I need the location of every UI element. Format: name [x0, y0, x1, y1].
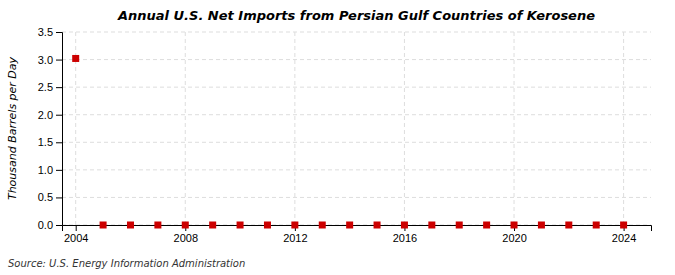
point — [620, 222, 627, 229]
tick-mark — [56, 115, 62, 116]
annotation: Source: U.S. Energy Information Administ… — [8, 258, 245, 269]
tick: 0.0 — [38, 219, 62, 231]
grid-line — [62, 32, 651, 33]
point — [428, 222, 435, 229]
tick-mark — [56, 32, 62, 33]
tick-label: 2012 — [283, 232, 307, 244]
grid-line — [623, 32, 624, 225]
tick: 3.5 — [38, 26, 62, 38]
point — [72, 55, 79, 62]
tick-mark — [56, 87, 62, 88]
grid-line — [62, 87, 651, 88]
tick-mark — [76, 225, 77, 231]
tick-label: 2.0 — [38, 109, 53, 121]
tick: 2.0 — [38, 109, 62, 121]
tick-mark — [56, 142, 62, 143]
point — [346, 222, 353, 229]
point — [374, 222, 381, 229]
tick: 1.0 — [38, 164, 62, 176]
tick-label: 2016 — [393, 232, 417, 244]
points — [72, 55, 627, 229]
grid-line — [404, 32, 405, 225]
grid-line — [62, 59, 651, 60]
tick-label: 3.0 — [38, 54, 53, 66]
tick-label: 2008 — [174, 232, 198, 244]
title: Annual U.S. Net Imports from Persian Gul… — [117, 8, 595, 23]
point — [565, 222, 572, 229]
axis-line — [56, 33, 63, 226]
tick-label: 1.0 — [38, 164, 53, 176]
point — [319, 222, 326, 229]
point — [237, 222, 244, 229]
point — [593, 222, 600, 229]
tick-label: 0.0 — [38, 219, 53, 231]
tick: 0.5 — [38, 191, 62, 203]
point — [264, 222, 271, 229]
y-axis-title: Thousand Barrels per Day — [6, 56, 19, 200]
tick: 2004 — [64, 225, 88, 244]
grid-line — [62, 114, 651, 115]
tick: 2.5 — [38, 81, 62, 93]
point — [291, 222, 298, 229]
point — [511, 222, 518, 229]
point — [127, 222, 134, 229]
tick-label: 2024 — [612, 232, 636, 244]
axis-line — [63, 226, 652, 232]
tick-label: 3.5 — [38, 26, 53, 38]
grid-line — [185, 32, 186, 225]
point — [456, 222, 463, 229]
tick-mark — [56, 170, 62, 171]
grid-line — [62, 197, 651, 198]
chart: 2004 2008 2012 2016 2020 2024 0.0 0.5 1.0 1.5 2.0 2… — [0, 0, 675, 275]
y-axis: 0.0 0.5 1.0 1.5 2.0 2.5 3.0 3.5 — [38, 26, 63, 231]
tick-label: 1.5 — [38, 136, 53, 148]
tick-label: 0.5 — [38, 191, 53, 203]
tick: 3.0 — [38, 54, 62, 66]
tick-label: 2.5 — [38, 81, 53, 93]
grid-line — [294, 32, 295, 225]
point — [401, 222, 408, 229]
tick-mark — [56, 225, 62, 226]
point — [538, 222, 545, 229]
tick-label: 2004 — [64, 232, 88, 244]
grid-line — [62, 169, 651, 170]
tick-label: 2020 — [502, 232, 526, 244]
grid-line — [514, 32, 515, 225]
grid-line — [62, 142, 651, 143]
point — [154, 222, 161, 229]
plot: 2004 2008 2012 2016 2020 2024 0.0 0.5 1.0 1.5 2.0 2… — [38, 26, 652, 244]
tick: 1.5 — [38, 136, 62, 148]
point — [182, 222, 189, 229]
tick-mark — [56, 60, 62, 61]
grid — [62, 32, 651, 225]
point — [209, 222, 216, 229]
x-axis: 2004 2008 2012 2016 2020 2024 — [63, 225, 652, 244]
point — [483, 222, 490, 229]
point — [100, 222, 107, 229]
tick-mark — [56, 197, 62, 198]
